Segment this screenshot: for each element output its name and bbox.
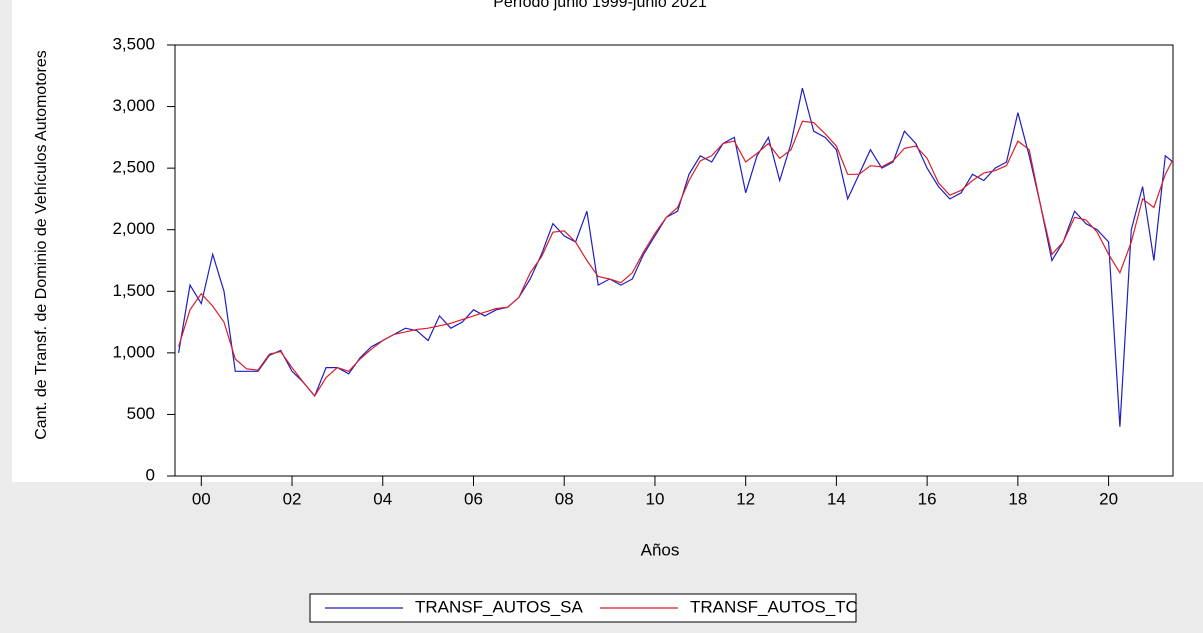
plot-frame xyxy=(174,44,1174,477)
y-tick-label: 3,500 xyxy=(112,34,155,53)
legend-label: TRANSF_AUTOS_TC xyxy=(690,597,858,616)
x-tick-label: 12 xyxy=(736,489,755,508)
y-tick-label: 0 xyxy=(146,465,155,484)
x-tick-label: 20 xyxy=(1099,489,1118,508)
x-tick-label: 08 xyxy=(555,489,574,508)
y-tick-label: 500 xyxy=(127,404,155,423)
x-tick-label: 16 xyxy=(918,489,937,508)
x-tick-label: 00 xyxy=(192,489,211,508)
x-tick-label: 10 xyxy=(645,489,664,508)
y-tick-label: 3,000 xyxy=(112,96,155,115)
y-axis-label: Cant. de Transf. de Dominio de Vehículos… xyxy=(33,50,50,440)
y-tick-label: 2,500 xyxy=(112,158,155,177)
x-tick-label: 14 xyxy=(827,489,846,508)
series-line xyxy=(178,120,1174,398)
x-axis-label: Años xyxy=(641,540,680,559)
y-tick-label: 2,000 xyxy=(112,219,155,238)
legend-label: TRANSF_AUTOS_SA xyxy=(415,597,584,616)
series-line xyxy=(178,87,1174,427)
plot-background xyxy=(12,0,1203,482)
x-tick-label: 04 xyxy=(373,489,392,508)
y-tick-label: 1,000 xyxy=(112,342,155,361)
x-tick-label: 02 xyxy=(283,489,302,508)
x-tick-label: 18 xyxy=(1008,489,1027,508)
y-tick-label: 1,500 xyxy=(112,281,155,300)
x-tick-label: 06 xyxy=(464,489,483,508)
chart-title: Período junio 1999-junio 2021 xyxy=(493,0,707,11)
